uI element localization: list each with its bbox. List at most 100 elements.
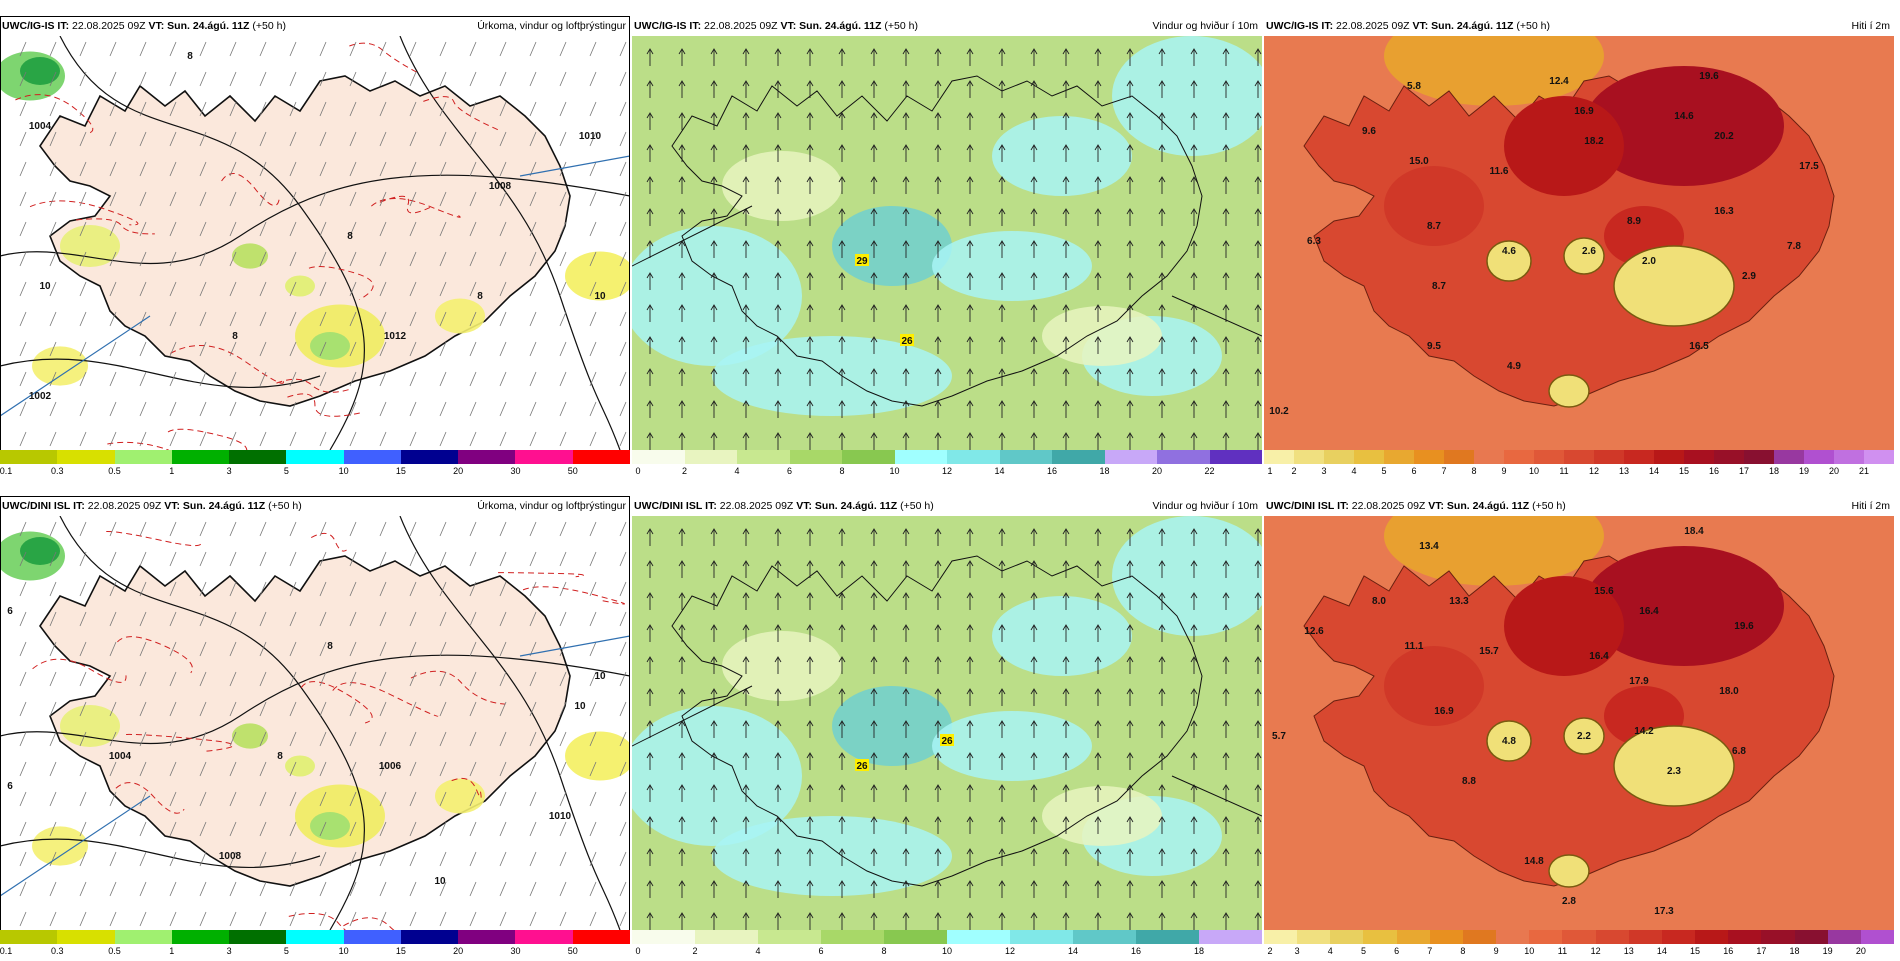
map-value-label: 26 xyxy=(941,736,953,747)
wind-barb xyxy=(589,641,597,657)
panel-title: Hiti í 2m xyxy=(1851,20,1890,32)
wind-barb xyxy=(19,671,27,687)
wind-barb xyxy=(409,401,417,417)
wind-barb xyxy=(79,881,87,897)
wind-arrow xyxy=(1222,688,1230,706)
wind-barb xyxy=(619,821,627,837)
wind-barb xyxy=(619,131,627,147)
wind-barb xyxy=(409,581,417,597)
wind-arrow xyxy=(934,592,942,610)
isotherm xyxy=(371,198,461,218)
panel-wind-dini-isl: UWC/DINI ISL IT: 22.08.2025 09Z VT: Sun.… xyxy=(632,496,1262,961)
wind-arrow xyxy=(870,720,878,738)
wind-arrow xyxy=(838,80,846,98)
wind-arrow xyxy=(1222,848,1230,866)
wind-barb xyxy=(199,851,207,867)
colorbar-swatch xyxy=(1354,450,1384,464)
wind-arrow xyxy=(1254,656,1262,674)
init-time-value: 22.08.2025 09Z xyxy=(704,20,778,32)
wind-barb xyxy=(529,281,537,297)
wind-arrow xyxy=(934,112,942,130)
wind-barb xyxy=(109,641,117,657)
wind-arrow xyxy=(710,912,718,930)
wind-arrow xyxy=(1222,400,1230,418)
panel-frame xyxy=(0,16,630,464)
wind-arrow xyxy=(1126,432,1134,450)
wind-arrow xyxy=(966,912,974,930)
map-value-label: 1008 xyxy=(489,181,512,192)
map-value-label: 16.4 xyxy=(1589,651,1609,662)
wind-arrow xyxy=(838,784,846,802)
wind-barb xyxy=(109,431,117,447)
wind-barb xyxy=(79,641,87,657)
map-value-label: 15.6 xyxy=(1594,586,1614,597)
panel-title: Vindur og hviður í 10m xyxy=(1152,500,1258,512)
colorbar-ticks: 0 2 4 6 8 10 12 14 16 18 xyxy=(632,945,1262,957)
wind-barb xyxy=(349,311,357,327)
wind-barb xyxy=(469,641,477,657)
wind-barb xyxy=(199,731,207,747)
wind-arrow xyxy=(1062,912,1070,930)
wind-barb xyxy=(109,701,117,717)
panel-title: Hiti í 2m xyxy=(1851,500,1890,512)
temp-zone xyxy=(1504,96,1624,196)
wind-barb xyxy=(79,161,87,177)
precip-area xyxy=(310,812,350,840)
wind-barb xyxy=(169,101,177,117)
isobar xyxy=(0,654,630,745)
wind-barb xyxy=(19,701,27,717)
wind-barb xyxy=(529,341,537,357)
wind-arrow xyxy=(1094,80,1102,98)
wind-arrow xyxy=(1062,880,1070,898)
colorbar-tick-label: 18 xyxy=(1789,946,1800,956)
colorbar-swatch xyxy=(1864,450,1894,464)
wind-arrow xyxy=(710,48,718,66)
wind-arrow xyxy=(838,432,846,450)
colorbar-tick-label: 15 xyxy=(395,946,406,956)
isotherm xyxy=(170,344,284,384)
wind-arrow xyxy=(1094,848,1102,866)
wind-barb xyxy=(169,851,177,867)
map-value-label: 26 xyxy=(856,761,868,772)
wind-barb xyxy=(139,551,147,567)
wind-arrow xyxy=(1254,560,1262,578)
wind-barb xyxy=(139,581,147,597)
colorbar-swatch xyxy=(343,930,401,944)
wind-arrow xyxy=(1222,368,1230,386)
model-name: UWC/IG-IS xyxy=(634,20,687,32)
wind-arrow xyxy=(1062,368,1070,386)
wind-barb xyxy=(379,251,387,267)
wind-barb xyxy=(439,281,447,297)
map-value-label: 1010 xyxy=(579,131,602,142)
colorbar-swatch xyxy=(1384,450,1414,464)
wind-barb xyxy=(289,431,297,447)
wind-arrow xyxy=(902,528,910,546)
isotherm xyxy=(379,195,431,214)
map-value-label: 2.3 xyxy=(1667,766,1681,777)
wind-barb xyxy=(49,341,57,357)
wind-barb xyxy=(229,821,237,837)
panel-header: UWC/DINI ISL IT: 22.08.2025 09Z VT: Sun.… xyxy=(1264,496,1894,516)
wind-barb xyxy=(439,911,447,927)
wind-arrow xyxy=(742,816,750,834)
wind-arrow xyxy=(1094,656,1102,674)
wind-barb xyxy=(349,521,357,537)
wind-arrow xyxy=(934,272,942,290)
wind-barb xyxy=(139,791,147,807)
wind-barb xyxy=(199,911,207,927)
colorbar-swatch xyxy=(1010,930,1073,944)
colorbar-tick-label: 15 xyxy=(395,466,406,476)
wind-barb xyxy=(229,251,237,267)
wind-barb xyxy=(79,191,87,207)
wind-barb xyxy=(79,251,87,267)
isotherm xyxy=(451,777,482,799)
wind-arrow xyxy=(838,752,846,770)
wind-barb xyxy=(409,911,417,927)
wind-barb xyxy=(139,641,147,657)
wind-barb xyxy=(139,611,147,627)
precip-area xyxy=(232,723,268,749)
wind-arrow xyxy=(870,688,878,706)
wind-barb xyxy=(319,71,327,87)
wind-arrow xyxy=(870,144,878,162)
wind-arrow xyxy=(678,80,686,98)
